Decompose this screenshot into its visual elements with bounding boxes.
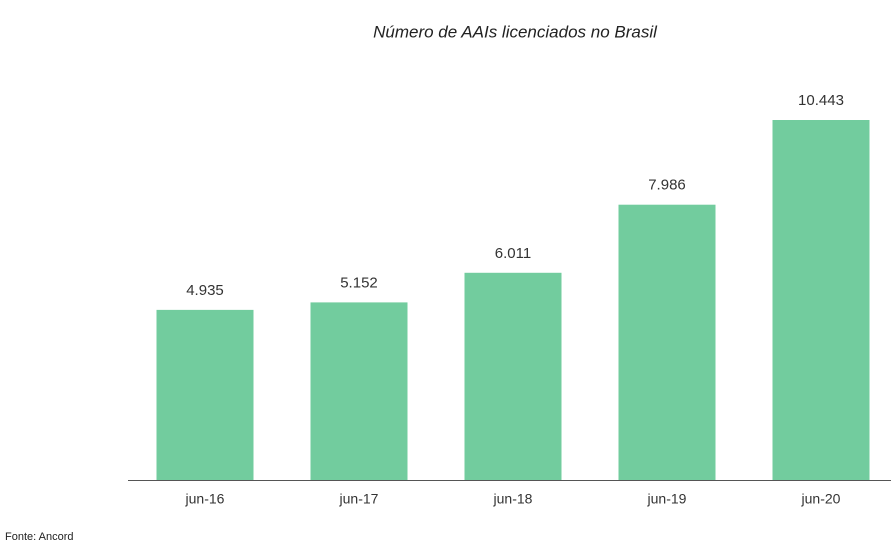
value-label: 5.152 xyxy=(340,274,378,291)
value-label: 4.935 xyxy=(186,282,224,299)
value-label: 7.986 xyxy=(648,177,686,194)
bar xyxy=(772,120,870,480)
bar xyxy=(156,309,254,480)
bar xyxy=(618,204,716,480)
x-tick-label: jun-17 xyxy=(339,491,379,507)
x-tick-label: jun-19 xyxy=(647,491,687,507)
value-label: 6.011 xyxy=(495,245,531,262)
source: Fonte: Ancord xyxy=(5,531,74,543)
chart-title: Número de AAIs licenciados no Brasil xyxy=(373,22,658,41)
x-tick-label: jun-20 xyxy=(801,491,841,507)
x-tick-label: jun-16 xyxy=(185,491,225,507)
x-tick-label: jun-18 xyxy=(493,491,533,507)
bar xyxy=(310,302,408,480)
value-label: 10.443 xyxy=(798,92,844,109)
bar xyxy=(464,272,562,480)
